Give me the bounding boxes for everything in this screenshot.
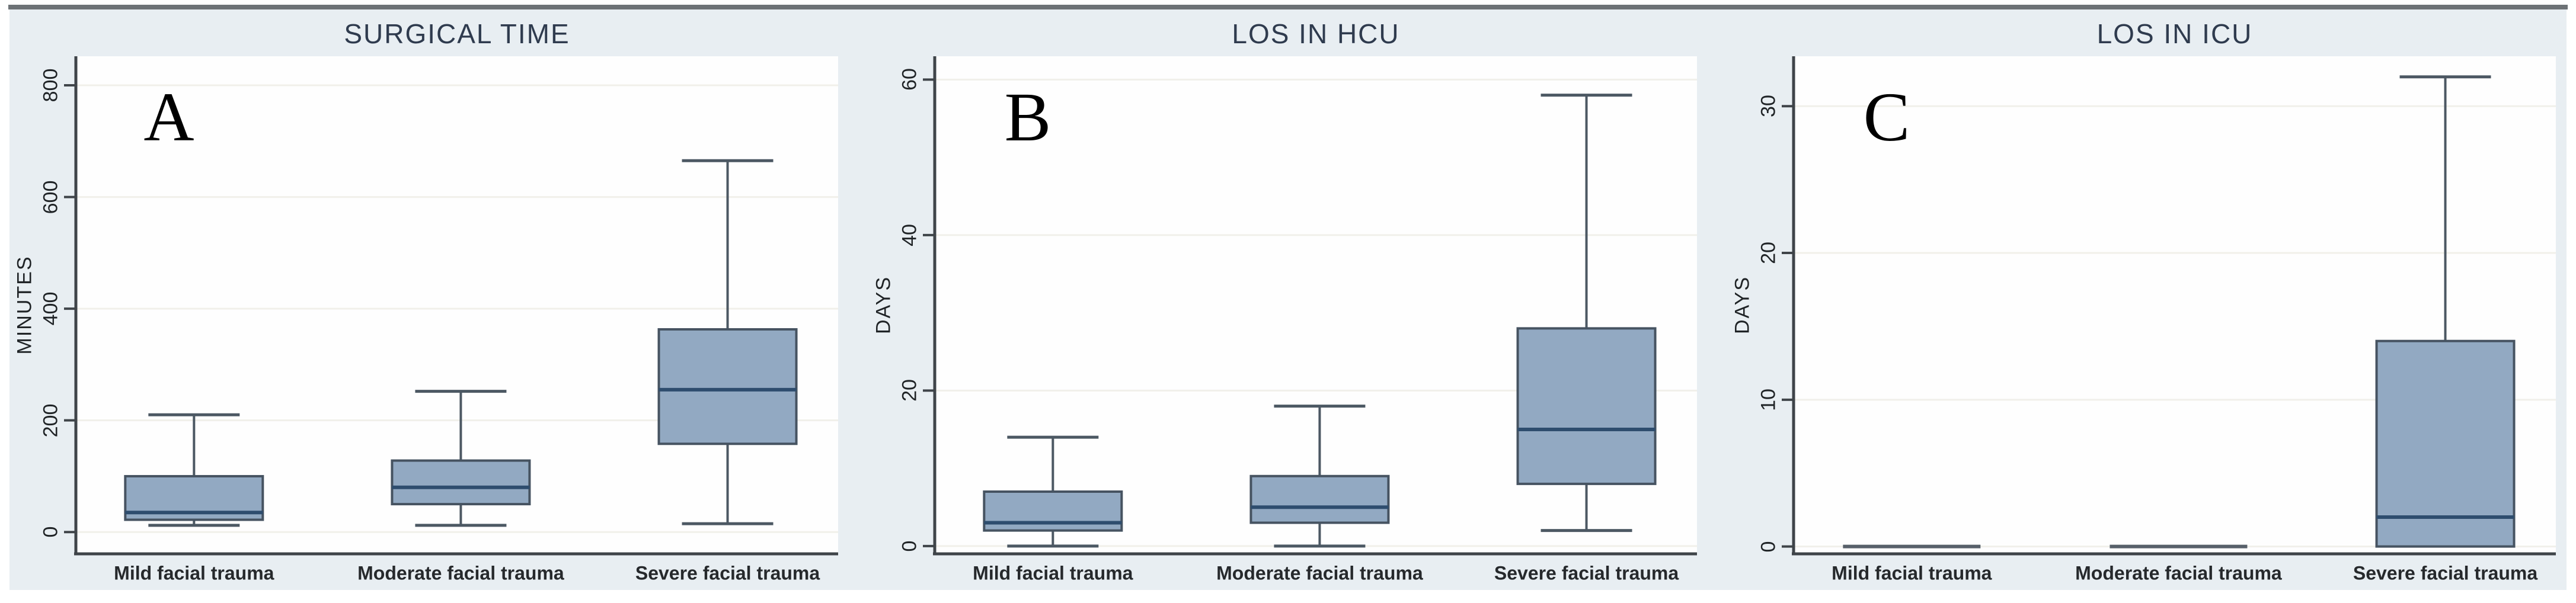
category-label: Severe facial trauma [2353, 562, 2538, 584]
category-label: Moderate facial trauma [1216, 562, 1423, 584]
category-label: Moderate facial trauma [2075, 562, 2282, 584]
y-axis-label: DAYS [872, 275, 895, 335]
box-iqr [2375, 339, 2516, 548]
y-tick-label: 0 [39, 526, 62, 538]
y-tick-label: 0 [898, 540, 921, 552]
category-label: Mild facial trauma [973, 562, 1133, 584]
top-rule-divider [8, 5, 2568, 9]
y-tick-label: 20 [898, 379, 921, 402]
category-label: Severe facial trauma [1494, 562, 1679, 584]
y-tick-label: 0 [1757, 541, 1780, 553]
y-tick-label: 60 [898, 68, 921, 91]
boxplot-canvas [64, 56, 838, 556]
y-axis-label: DAYS [1731, 275, 1754, 335]
y-tick-label: 40 [898, 223, 921, 246]
box-iqr [1516, 327, 1657, 485]
panel-title: LOS IN HCU [1232, 18, 1400, 49]
boxplot-canvas [1782, 56, 2556, 556]
y-tick-label: 200 [39, 403, 62, 438]
panel-letter: B [1004, 78, 1052, 156]
y-tick-label: 20 [1757, 242, 1780, 264]
category-label: Moderate facial trauma [357, 562, 564, 584]
category-label: Severe facial trauma [635, 562, 820, 584]
panel-title: LOS IN ICU [2096, 18, 2253, 49]
box-iqr [1249, 474, 1390, 524]
panel-letter: A [143, 78, 194, 156]
panel-letter: C [1863, 78, 1910, 156]
y-tick-label: 10 [1757, 388, 1780, 411]
y-tick-label: 800 [39, 68, 62, 102]
y-tick-label: 600 [39, 180, 62, 214]
box-iqr [983, 490, 1123, 532]
y-tick-label: 30 [1757, 95, 1780, 118]
y-tick-label: 400 [39, 291, 62, 326]
panel-title: SURGICAL TIME [344, 18, 570, 49]
panel-los-in-icu: LOS IN ICU DAYS C 0 10 20 30 Mild facial tra… [1718, 0, 2576, 603]
boxplot-canvas [923, 56, 1697, 556]
category-label: Mild facial trauma [1832, 562, 1992, 584]
box-iqr [657, 328, 798, 445]
box-iqr [391, 459, 531, 506]
category-label: Mild facial trauma [114, 562, 274, 584]
y-axis-label: MINUTES [13, 255, 36, 355]
panel-los-in-hcu: LOS IN HCU DAYS B 0 20 40 60 Mild facial tra… [859, 0, 1717, 603]
panel-surgical-time: SURGICAL TIME MINUTES A 0 200 400 600 800 Mil… [0, 0, 858, 603]
